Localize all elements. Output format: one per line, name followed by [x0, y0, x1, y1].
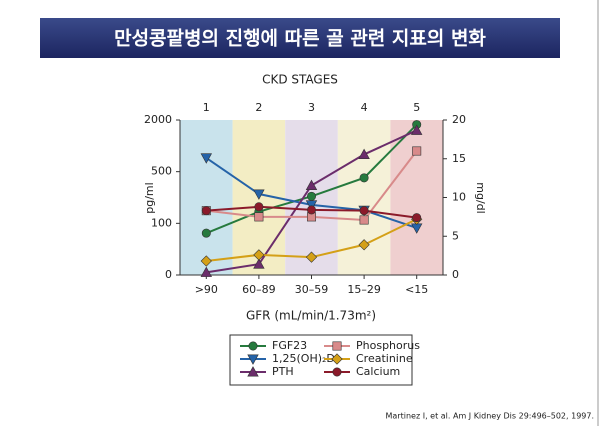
stage-label: 4 [361, 101, 368, 114]
x-tick-label: >90 [195, 283, 218, 296]
stage-title: CKD STAGES [262, 73, 338, 87]
point [358, 148, 370, 159]
legend-label: Creatinine [356, 352, 413, 365]
y-tick-label: 100 [151, 216, 172, 229]
point [248, 341, 258, 351]
point [200, 266, 213, 277]
point [306, 191, 316, 201]
point [201, 206, 211, 216]
point [331, 353, 343, 365]
stage-band [390, 120, 443, 275]
point [359, 206, 369, 216]
stage-label: 2 [255, 101, 262, 114]
y2-axis-label: mg/dl [474, 182, 487, 213]
point [254, 212, 264, 222]
point [200, 153, 213, 164]
citation: Martinez I, et al. Am J Kidney Dis 29:49… [386, 412, 594, 421]
point [253, 189, 265, 200]
y-tick-label: 2000 [144, 113, 172, 126]
x-tick-label: 15–29 [347, 283, 381, 296]
point [247, 354, 259, 365]
point [247, 366, 259, 377]
legend-label: PTH [272, 365, 294, 378]
point [305, 251, 318, 263]
legend-label: FGF23 [272, 339, 307, 352]
point [412, 213, 422, 223]
point [332, 367, 342, 377]
x-axis-label: GFR (mL/min/1.73m²) [246, 309, 376, 323]
point [359, 173, 369, 183]
point [412, 146, 422, 156]
point [306, 205, 316, 215]
point [305, 200, 318, 211]
y2-tick-label: 20 [452, 113, 466, 126]
title-banner [40, 18, 560, 58]
y2-tick-label: 10 [452, 191, 466, 204]
point [359, 215, 369, 225]
point [201, 228, 211, 238]
legend-label: Calcium [356, 365, 400, 378]
stage-band [180, 120, 233, 275]
point [410, 124, 423, 135]
point [305, 179, 318, 190]
stage-label: 1 [203, 101, 210, 114]
point [332, 341, 342, 351]
x-tick-label: <15 [405, 283, 428, 296]
legend-box [229, 334, 413, 386]
point [253, 249, 265, 261]
y-tick-label: 500 [151, 165, 172, 178]
x-tick-label: 60–89 [242, 283, 276, 296]
point [200, 255, 212, 267]
stage-label: 3 [308, 101, 315, 114]
point [253, 258, 265, 269]
stage-label: 5 [413, 101, 420, 114]
y-tick-label: 0 [165, 268, 172, 281]
y2-tick-label: 5 [452, 229, 459, 242]
legend-label: Phosphorus [356, 339, 420, 352]
slide-title: 만성콩팥병의 진행에 따른 골 관련 지표의 변화 [114, 28, 486, 50]
stage-band [337, 120, 391, 275]
y-axis-label: pg/ml [143, 182, 156, 213]
legend-label: 1,25(OH)₂D [272, 352, 335, 365]
y2-tick-label: 0 [452, 268, 459, 281]
point [358, 239, 370, 251]
x-tick-label: 30–59 [295, 283, 329, 296]
point [254, 202, 264, 212]
y2-tick-label: 15 [452, 152, 466, 165]
